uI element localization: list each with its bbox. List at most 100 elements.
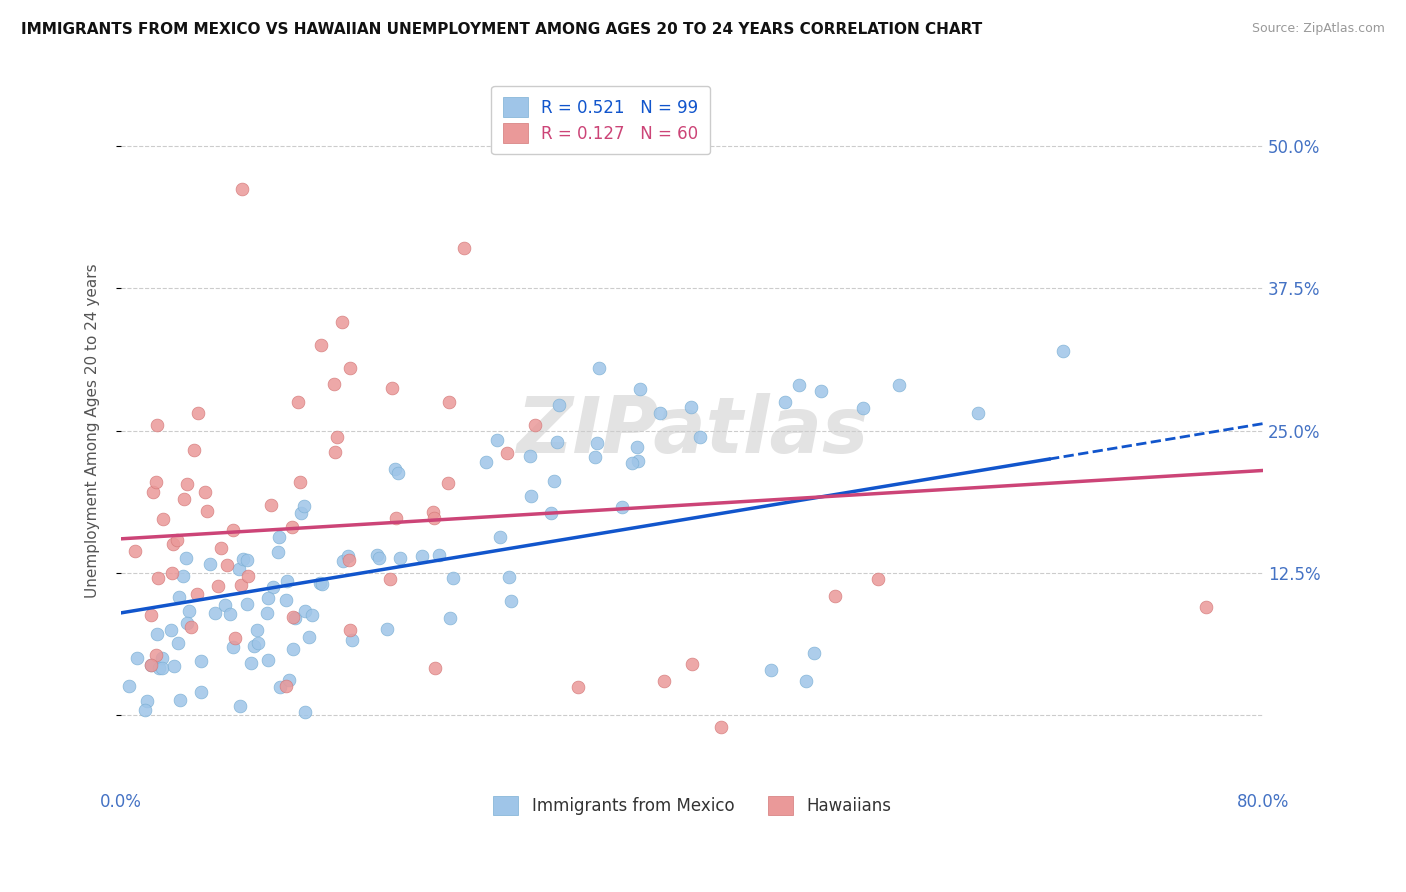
Point — [389, 551, 412, 566]
Point — [626, 441, 648, 455]
Point — [215, 558, 238, 573]
Point — [146, 571, 169, 585]
Point — [150, 661, 173, 675]
Point — [325, 430, 347, 444]
Point — [152, 512, 174, 526]
Point — [339, 360, 361, 375]
Point — [145, 648, 167, 662]
Point — [323, 444, 346, 458]
Point — [966, 407, 988, 421]
Point — [167, 591, 190, 605]
Point — [866, 572, 889, 586]
Point — [547, 398, 569, 412]
Legend: Immigrants from Mexico, Hawaiians: Immigrants from Mexico, Hawaiians — [484, 786, 901, 825]
Point — [810, 384, 832, 398]
Point — [231, 578, 253, 592]
Point — [238, 568, 260, 582]
Point — [1052, 343, 1074, 358]
Point — [650, 406, 672, 420]
Point — [209, 541, 232, 555]
Point — [294, 705, 316, 719]
Point — [142, 484, 165, 499]
Point — [194, 485, 217, 500]
Point — [166, 636, 188, 650]
Point — [134, 704, 156, 718]
Point — [852, 401, 875, 415]
Point — [172, 569, 194, 583]
Point — [380, 572, 402, 586]
Point — [176, 615, 198, 630]
Point — [710, 720, 733, 734]
Point — [186, 586, 208, 600]
Point — [281, 610, 304, 624]
Point — [436, 475, 458, 490]
Point — [540, 506, 562, 520]
Point — [499, 594, 522, 608]
Point — [214, 598, 236, 612]
Point — [274, 593, 297, 607]
Point — [453, 241, 475, 255]
Point — [495, 446, 517, 460]
Point — [520, 489, 543, 503]
Point — [342, 633, 364, 648]
Point — [150, 651, 173, 665]
Point — [200, 557, 222, 571]
Point — [269, 680, 291, 694]
Point — [162, 537, 184, 551]
Point — [689, 430, 711, 444]
Point — [290, 506, 312, 520]
Point — [439, 610, 461, 624]
Point — [387, 466, 409, 480]
Point — [139, 607, 162, 622]
Point — [524, 417, 547, 432]
Point — [124, 544, 146, 558]
Text: ZIPatlas: ZIPatlas — [516, 392, 869, 468]
Point — [145, 475, 167, 489]
Point — [284, 611, 307, 625]
Point — [162, 659, 184, 673]
Point — [187, 406, 209, 420]
Point — [174, 551, 197, 566]
Point — [366, 548, 388, 562]
Point — [183, 443, 205, 458]
Point — [243, 639, 266, 653]
Point — [486, 433, 509, 447]
Point — [262, 580, 284, 594]
Point — [311, 576, 333, 591]
Point — [332, 315, 354, 329]
Point — [336, 549, 359, 563]
Point — [260, 498, 283, 512]
Point — [796, 674, 818, 689]
Point — [173, 492, 195, 507]
Point — [222, 640, 245, 654]
Point — [384, 462, 406, 476]
Point — [889, 378, 911, 392]
Point — [236, 597, 259, 611]
Point — [1195, 600, 1218, 615]
Point — [787, 378, 810, 392]
Point — [586, 436, 609, 450]
Point — [588, 360, 610, 375]
Point — [207, 579, 229, 593]
Point — [141, 657, 163, 672]
Point — [773, 395, 796, 409]
Point — [339, 623, 361, 637]
Point — [190, 685, 212, 699]
Point — [287, 395, 309, 409]
Point — [628, 382, 651, 396]
Point — [425, 660, 447, 674]
Point — [332, 554, 354, 568]
Point — [190, 654, 212, 668]
Point — [543, 474, 565, 488]
Point — [519, 450, 541, 464]
Point — [301, 608, 323, 623]
Point — [281, 520, 304, 534]
Point — [169, 693, 191, 707]
Point — [160, 623, 183, 637]
Point — [298, 631, 321, 645]
Point — [475, 455, 498, 469]
Point — [567, 680, 589, 694]
Point — [135, 694, 157, 708]
Point — [309, 576, 332, 591]
Point — [441, 571, 464, 585]
